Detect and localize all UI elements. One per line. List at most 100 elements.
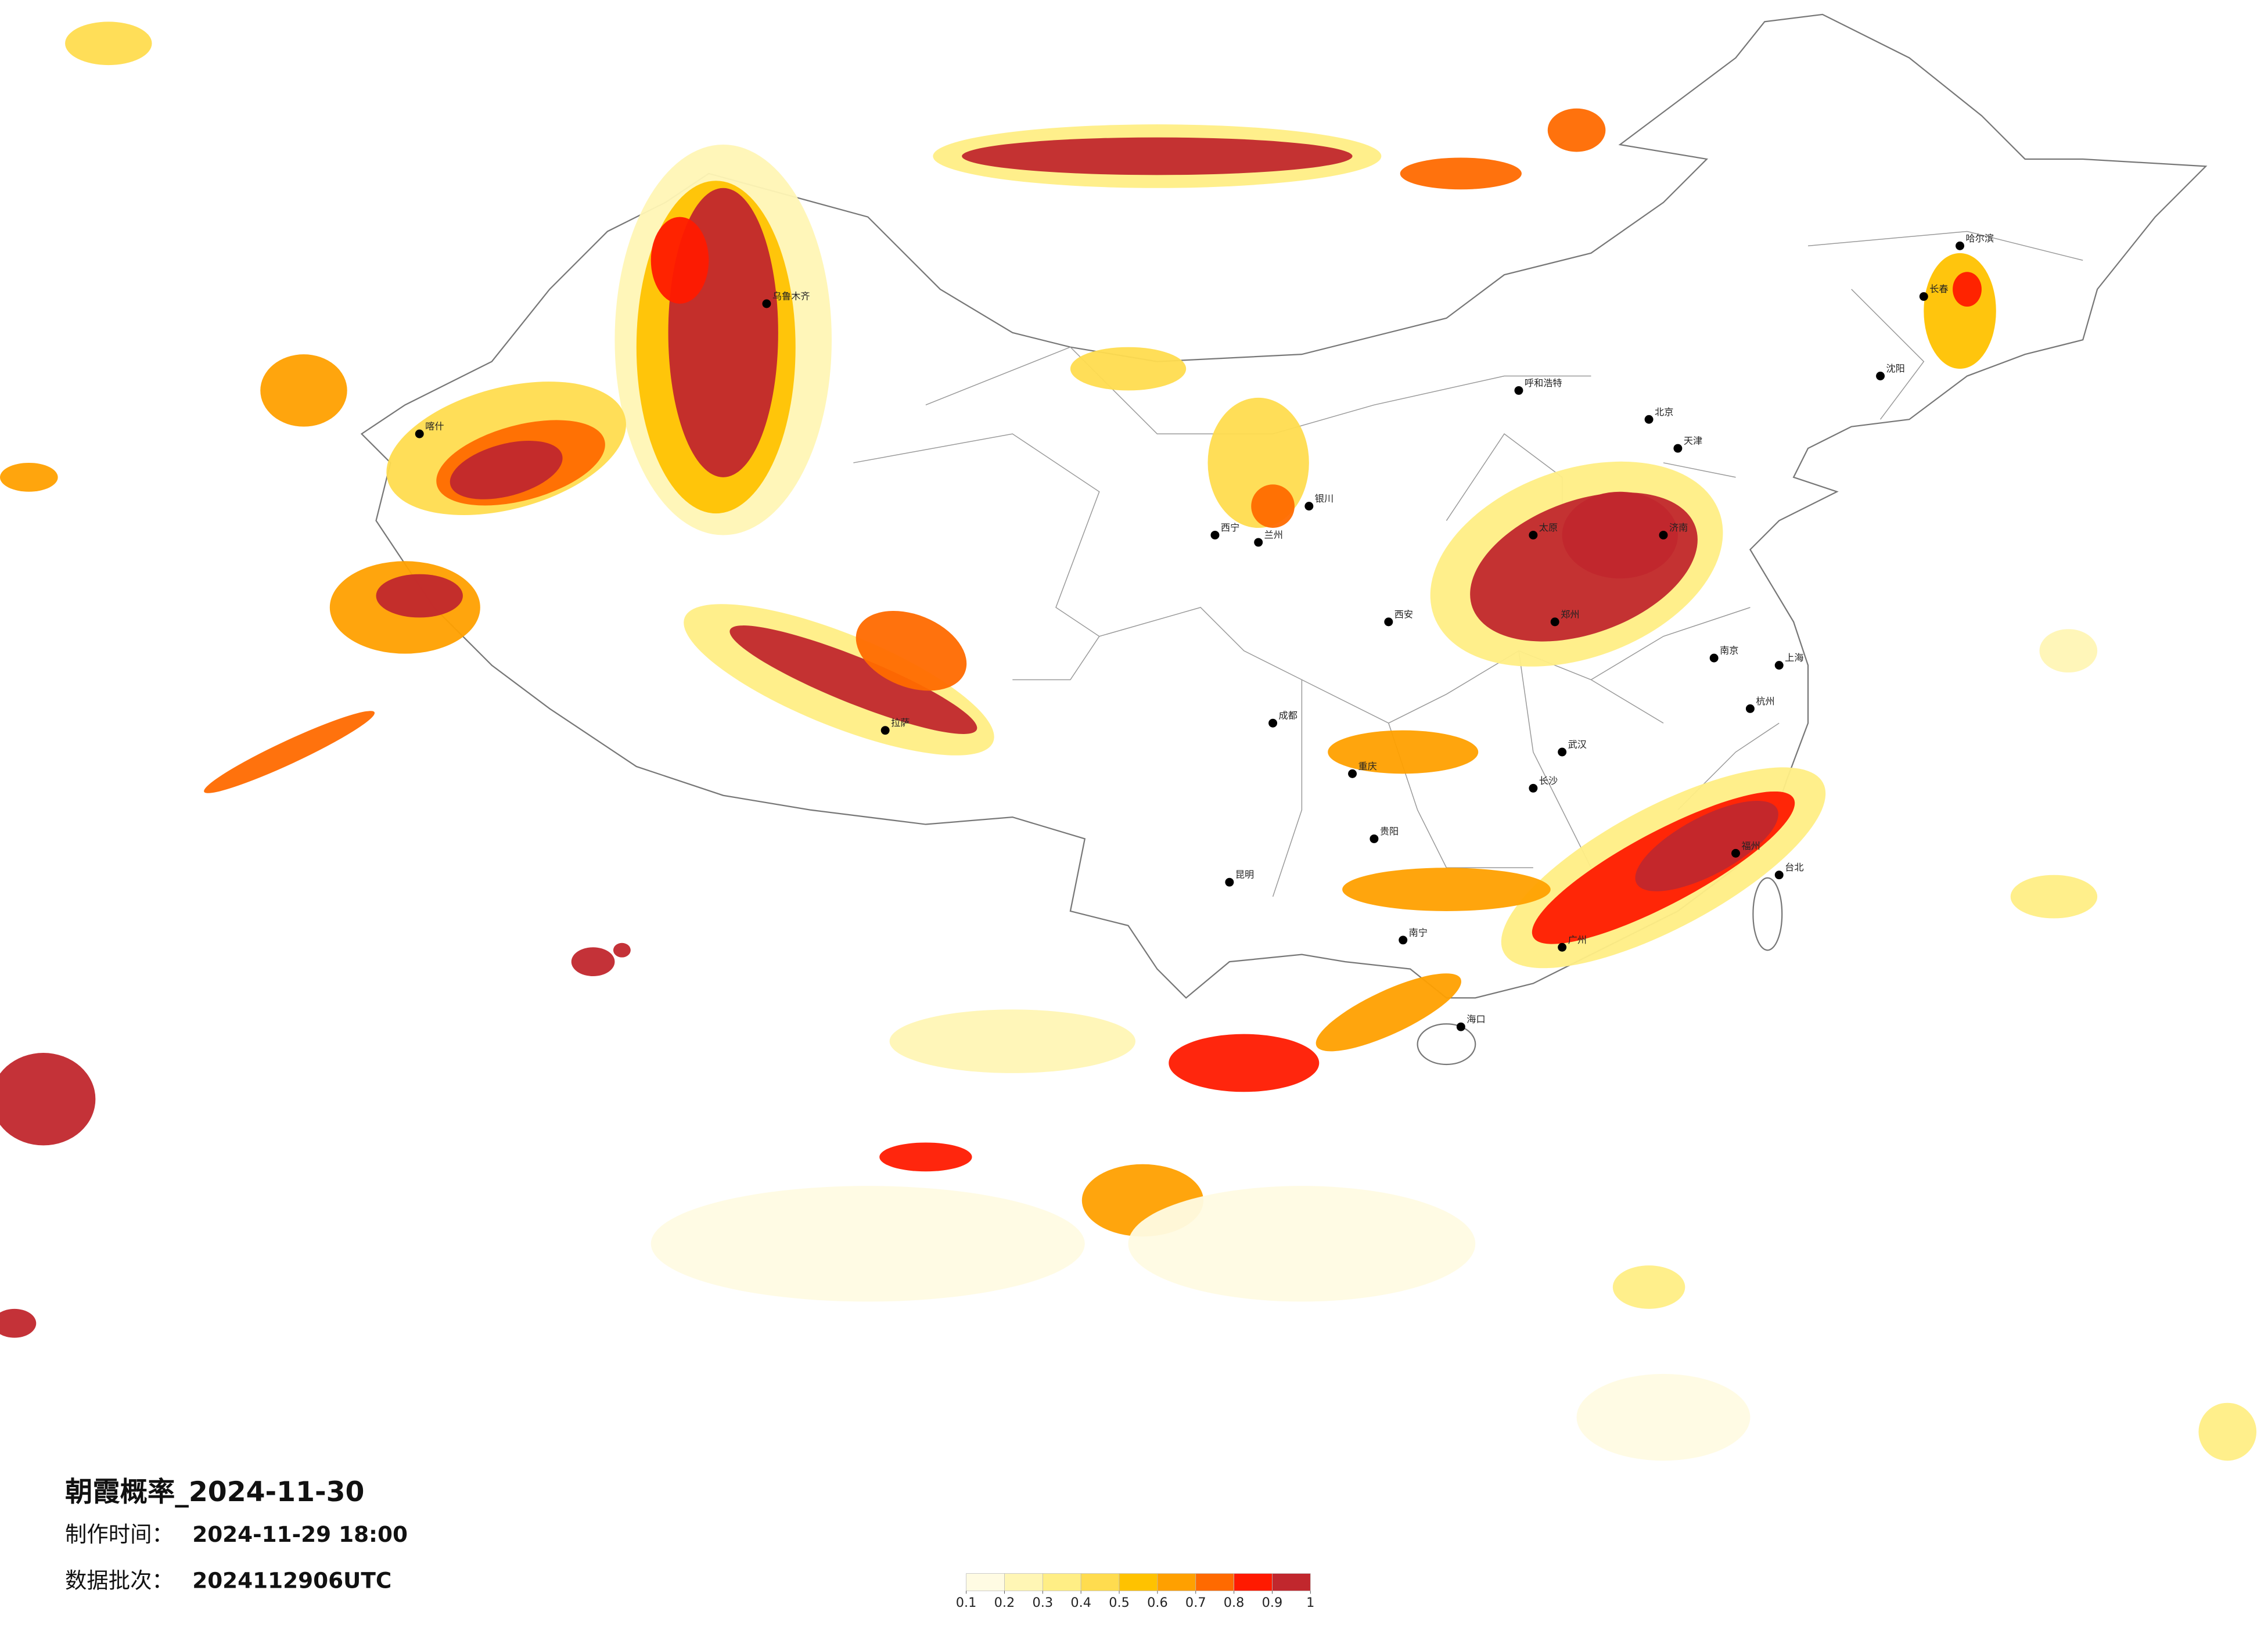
legend-tick-label: 0.5 [1109,1595,1130,1610]
probability-area [889,1009,1135,1073]
city-label: 喀什 [425,421,444,432]
city-dot [1709,653,1719,663]
taiwan-outline [1752,877,1783,951]
city-label: 哈尔滨 [1965,233,1994,244]
city-dot [1514,386,1523,395]
city-label: 武汉 [1568,739,1587,750]
probability-area [1315,973,1461,1052]
city-label: 上海 [1785,652,1803,663]
probability-area [729,625,977,734]
probability-area [1576,1373,1751,1461]
data-batch-value: 2024112906UTC [192,1568,391,1593]
city-label: 长春 [1929,283,1948,294]
city-label: 台北 [1785,862,1803,873]
probability-area [0,462,58,492]
probability-area [1562,491,1678,579]
probability-area [1251,484,1295,528]
probability-area [1342,868,1551,911]
legend-swatch [1234,1573,1273,1591]
probability-area [650,1186,1085,1302]
data-batch-label: 数据批次： [65,1568,174,1593]
city-dot [415,429,424,438]
city-label: 长沙 [1539,775,1558,786]
city-dot [1529,783,1538,793]
city-label: 福州 [1741,840,1760,851]
city-dot [1348,769,1357,778]
legend-swatch [966,1573,1005,1591]
city-dot [880,726,890,735]
probability-area [1635,801,1778,891]
probability-area [879,1142,972,1172]
probability-area [2198,1402,2257,1461]
city-label: 广州 [1568,934,1587,945]
city-dot [1550,617,1559,627]
city-dot [1731,848,1740,858]
city-dot [1558,942,1567,952]
city-label: 西宁 [1221,522,1239,533]
city-label: 杭州 [1756,696,1774,707]
legend-swatch [1042,1573,1081,1591]
city-dot [1558,747,1567,757]
city-label: 呼和浩特 [1525,377,1562,388]
city-dot [1268,718,1278,728]
city-dot [1529,530,1538,539]
probability-area [2010,875,2098,919]
probability-layer [0,21,2257,1461]
legend-swatch [1080,1573,1120,1591]
city-label: 太原 [1539,522,1558,533]
city-label: 兰州 [1264,529,1283,540]
probability-area [650,217,709,304]
probability-area [1547,108,1606,152]
city-dot [1745,704,1755,713]
city-label: 银川 [1315,493,1334,504]
city-dot [762,299,771,308]
legend-tick-label: 0.1 [956,1595,977,1610]
city-label: 北京 [1655,406,1673,418]
probability-area [450,440,563,499]
probability-area [0,1308,37,1338]
legend-tick-label: 0.2 [994,1595,1015,1610]
production-time-value: 2024-11-29 18:00 [192,1521,408,1547]
city-dot [1644,415,1654,424]
hainan-outline [1417,1023,1476,1066]
city-dot [1384,617,1393,627]
city-dot [1774,661,1784,670]
city-dot [1254,538,1263,547]
production-time-label: 制作时间： [65,1521,174,1547]
legend-swatch [1119,1573,1158,1591]
city-dot [1370,834,1379,843]
probability-area [0,1053,96,1146]
legend-swatch [1004,1573,1043,1591]
city-label: 海口 [1467,1014,1485,1025]
city-label: 南京 [1720,645,1738,656]
city-label: 昆明 [1235,869,1254,880]
city-dot [1659,530,1668,539]
legend-tick-label: 0.3 [1033,1595,1054,1610]
city-label: 拉萨 [891,717,910,728]
probability-area [571,947,615,977]
probability-area [2039,629,2098,673]
map-title: 朝霞概率_2024-11-30 [65,1476,364,1508]
city-dot [1399,936,1408,945]
city-label: 西安 [1394,609,1413,620]
city-dot [1919,292,1928,301]
city-label: 乌鲁木齐 [772,291,810,302]
legend-tick-label: 0.6 [1147,1595,1168,1610]
probability-area [962,137,1353,175]
legend-swatch [1157,1573,1196,1591]
city-label: 贵阳 [1380,826,1399,837]
city-dot [1673,444,1683,453]
city-dot [1225,877,1234,887]
city-dot [1210,530,1220,539]
city-label: 成都 [1279,710,1297,721]
legend: 0.1 0.2 0.3 0.4 0.5 0.6 0.7 0.8 0.9 1 [956,1573,1314,1610]
legend-tick-label: 1 [1306,1595,1314,1610]
probability-area [65,21,152,66]
probability-area [1328,730,1479,774]
legend-swatch [1195,1573,1234,1591]
probability-area [1169,1034,1320,1092]
probability-area [1128,1186,1476,1302]
probability-area [613,942,631,958]
